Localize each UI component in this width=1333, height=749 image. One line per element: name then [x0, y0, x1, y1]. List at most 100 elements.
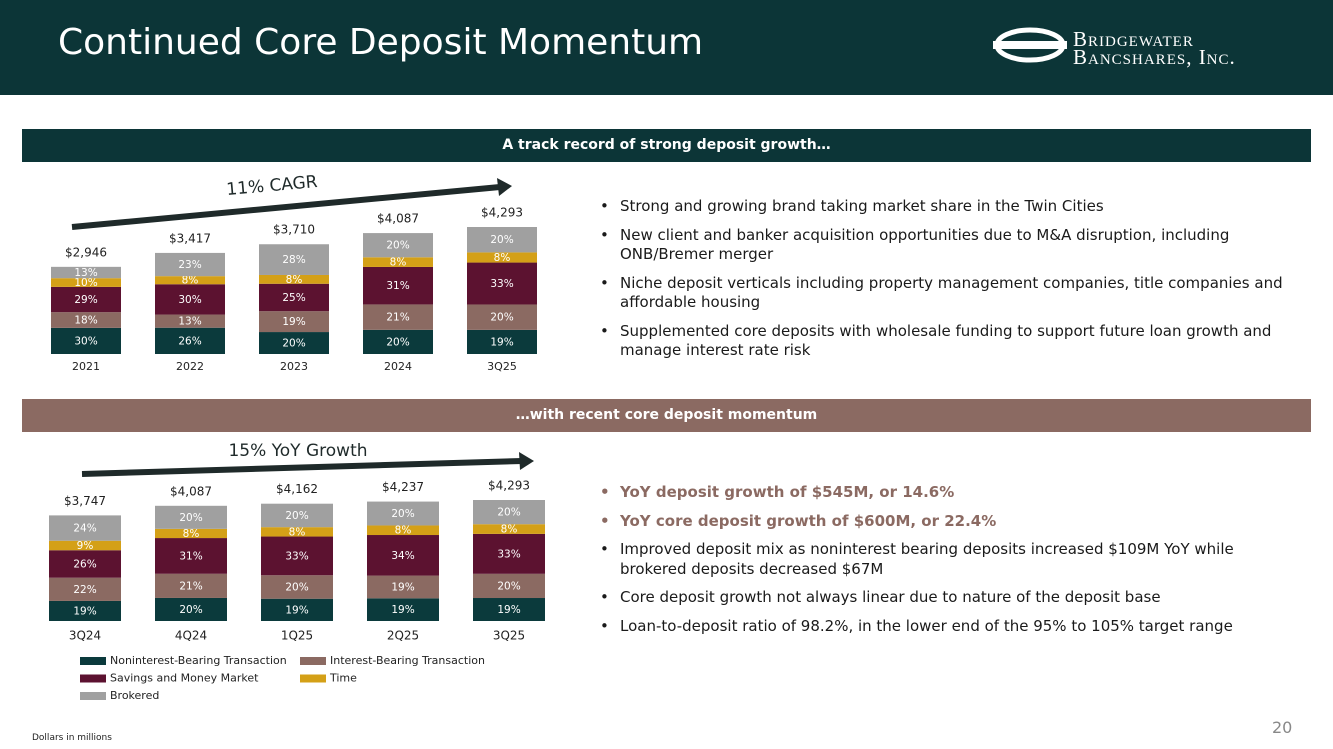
bar-segment	[367, 598, 439, 621]
bar-segment	[51, 278, 121, 287]
bar-segment	[363, 266, 433, 305]
segment-label: 25%	[282, 292, 305, 304]
bar-segment	[155, 538, 227, 574]
bar-segment	[155, 327, 225, 354]
bar-segment	[49, 550, 121, 578]
bullet: YoY deposit growth of $545M, or 14.6%	[598, 483, 1298, 503]
bullet-list: Strong and growing brand taking market s…	[598, 197, 1298, 370]
segment-label: 8%	[289, 526, 306, 538]
segment-label: 19%	[282, 316, 305, 328]
total-label: $4,087	[377, 212, 419, 226]
segment-label: 8%	[286, 274, 303, 286]
logo-text: Bancshares, Inc.	[1073, 45, 1236, 69]
bullet: Loan-to-deposit ratio of 98.2%, in the l…	[598, 617, 1298, 637]
bar-segment	[367, 501, 439, 526]
bullet: New client and banker acquisition opport…	[598, 226, 1298, 265]
segment-label: 19%	[497, 604, 520, 616]
total-label: $3,747	[64, 494, 106, 508]
bar-segment	[49, 600, 121, 621]
segment-label: 20%	[179, 512, 202, 524]
segment-label: 21%	[386, 312, 409, 324]
bar-segment	[259, 311, 329, 333]
bar-segment	[155, 252, 225, 277]
bar-segment	[473, 524, 545, 534]
bullet: Supplemented core deposits with wholesal…	[598, 322, 1298, 361]
bar-segment	[155, 314, 225, 328]
bar-segment	[155, 528, 227, 539]
segment-label: 34%	[391, 550, 414, 562]
legend-swatch	[300, 657, 326, 665]
bar-segment	[261, 536, 333, 576]
bar-segment	[259, 274, 329, 284]
bar-segment	[473, 500, 545, 525]
total-label: $4,162	[276, 482, 318, 496]
bar-segment	[363, 233, 433, 258]
segment-label: 20%	[179, 604, 202, 616]
total-label: $3,710	[273, 223, 315, 237]
total-label: $2,946	[65, 245, 107, 259]
legend-swatch	[80, 657, 106, 665]
total-label: $3,417	[169, 231, 211, 245]
legend-label: Interest-Bearing Transaction	[330, 654, 485, 667]
bar-segment	[155, 597, 227, 621]
x-tick-label: 2022	[176, 360, 204, 373]
total-label: $4,293	[488, 479, 530, 493]
bullet: Core deposit growth not always linear du…	[598, 588, 1298, 608]
section-heading: A track record of strong deposit growth…	[22, 129, 1311, 162]
total-label: $4,087	[170, 484, 212, 498]
bar-segment	[467, 304, 537, 330]
logo-text: Bridgewater	[1073, 27, 1194, 51]
segment-label: 8%	[182, 275, 199, 287]
bar-segment	[473, 598, 545, 621]
x-tick-label: 2024	[384, 360, 412, 373]
x-tick-label: 3Q25	[493, 629, 525, 643]
bar-segment	[473, 573, 545, 599]
segment-label: 20%	[490, 312, 513, 324]
bullet: Improved deposit mix as noninterest bear…	[598, 540, 1298, 579]
bar-segment	[467, 262, 537, 305]
legend-label: Time	[329, 672, 357, 685]
segment-label: 26%	[73, 558, 96, 570]
bar-segment	[473, 533, 545, 574]
bullet: Niche deposit verticals including proper…	[598, 274, 1298, 313]
annotation: 15% YoY Growth	[228, 441, 367, 461]
bar-segment	[259, 332, 329, 354]
segment-label: 10%	[74, 277, 97, 289]
bar-segment	[259, 244, 329, 275]
legend-label: Noninterest-Bearing Transaction	[110, 654, 287, 667]
bullet: Strong and growing brand taking market s…	[598, 197, 1298, 217]
bar-segment	[261, 598, 333, 621]
segment-label: 20%	[497, 580, 520, 592]
x-tick-label: 4Q24	[175, 629, 207, 643]
segment-label: 20%	[282, 338, 305, 350]
segment-label: 8%	[183, 528, 200, 540]
arrow-head	[519, 452, 534, 470]
legend-swatch	[80, 692, 106, 700]
section-heading: …with recent core deposit momentum	[22, 399, 1311, 432]
legend-label: Savings and Money Market	[110, 672, 259, 685]
segment-label: 22%	[73, 584, 96, 596]
segment-label: 19%	[391, 604, 414, 616]
legend-swatch	[300, 674, 326, 683]
x-tick-label: 2021	[72, 360, 100, 373]
x-tick-label: 1Q25	[281, 629, 313, 643]
bar-segment	[363, 329, 433, 354]
bar-segment	[367, 525, 439, 536]
total-label: $4,293	[481, 206, 523, 220]
segment-label: 8%	[494, 252, 511, 264]
segment-label: 30%	[178, 294, 201, 306]
segment-label: 19%	[490, 336, 513, 348]
x-tick-label: 2023	[280, 360, 308, 373]
growth-arrow	[81, 458, 523, 477]
legend-label: Brokered	[110, 689, 159, 702]
segment-label: 20%	[285, 510, 308, 522]
bar-segment	[155, 284, 225, 315]
bar-segment	[261, 527, 333, 537]
arrow-head	[497, 178, 512, 196]
legend-swatch	[80, 674, 106, 683]
x-tick-label: 3Q25	[487, 360, 517, 373]
segment-label: 31%	[386, 280, 409, 292]
bar-segment	[51, 286, 121, 313]
